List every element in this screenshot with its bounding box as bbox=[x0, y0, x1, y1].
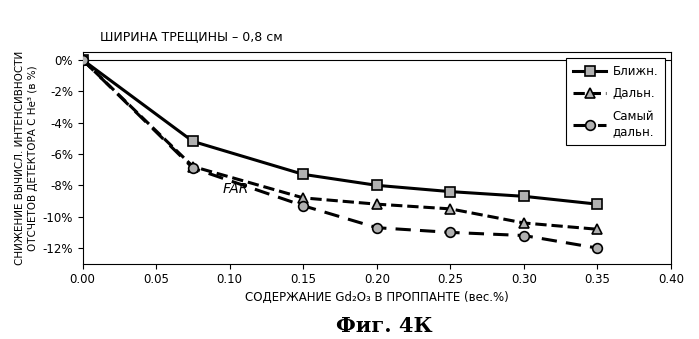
Дальн. bbox=[373, 202, 381, 206]
Самый
дальн. bbox=[189, 166, 197, 170]
Самый
дальн. bbox=[78, 58, 87, 62]
Дальн. bbox=[189, 164, 197, 168]
Самый
дальн. bbox=[593, 246, 602, 250]
Ближн. bbox=[189, 139, 197, 143]
Line: Дальн.: Дальн. bbox=[78, 55, 603, 234]
Самый
дальн. bbox=[446, 231, 454, 235]
Text: FAR: FAR bbox=[222, 182, 249, 196]
Дальн. bbox=[593, 227, 602, 231]
Дальн. bbox=[299, 196, 308, 200]
Ближн. bbox=[520, 194, 528, 198]
Line: Самый
дальн.: Самый дальн. bbox=[78, 55, 603, 253]
Ближн. bbox=[446, 190, 454, 194]
Ближн. bbox=[373, 183, 381, 187]
Самый
дальн. bbox=[299, 204, 308, 208]
X-axis label: СОДЕРЖАНИЕ Gd₂O₃ В ПРОППАНТЕ (вес.%): СОДЕРЖАНИЕ Gd₂O₃ В ПРОППАНТЕ (вес.%) bbox=[245, 291, 509, 304]
Самый
дальн. bbox=[373, 226, 381, 230]
Text: ШИРИНА ТРЕЩИНЫ – 0,8 см: ШИРИНА ТРЕЩИНЫ – 0,8 см bbox=[100, 31, 283, 43]
Дальн. bbox=[78, 58, 87, 62]
Дальн. bbox=[446, 207, 454, 211]
Ближн. bbox=[78, 58, 87, 62]
Дальн. bbox=[520, 221, 528, 225]
Legend: Ближн., Дальн., Самый
дальн.: Ближн., Дальн., Самый дальн. bbox=[566, 58, 665, 145]
Y-axis label: СНИЖЕНИЕ ВЫЧИСЛ. ИНТЕНСИВНОСТИ
ОТСЧЕТОВ ДЕТЕКТОРА С Не³ (в %): СНИЖЕНИЕ ВЫЧИСЛ. ИНТЕНСИВНОСТИ ОТСЧЕТОВ … bbox=[15, 51, 38, 265]
Line: Ближн.: Ближн. bbox=[78, 55, 603, 209]
Самый
дальн. bbox=[520, 234, 528, 238]
Ближн. bbox=[299, 172, 308, 176]
Text: Фиг. 4К: Фиг. 4К bbox=[336, 316, 433, 336]
Ближн. bbox=[593, 202, 602, 206]
